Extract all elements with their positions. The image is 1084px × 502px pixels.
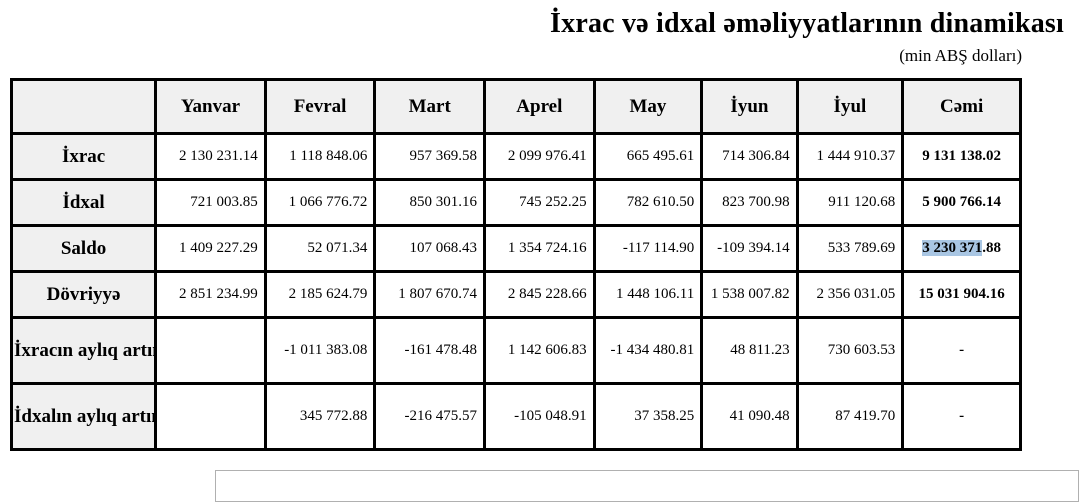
cell-value: 714 306.84 <box>700 132 799 181</box>
cell-total: - <box>901 382 1022 451</box>
cell-value: 2 851 234.99 <box>154 270 267 319</box>
cell-value: 782 610.50 <box>592 178 704 227</box>
cell-value: -161 478.48 <box>373 316 487 385</box>
page-subtitle: (min ABŞ dolları) <box>899 46 1022 65</box>
cell-value: 665 495.61 <box>592 132 704 181</box>
cell-value: 41 090.48 <box>700 382 799 451</box>
cell-value: 1 142 606.83 <box>483 316 596 385</box>
cell-total: 15 031 904.16 <box>901 270 1022 319</box>
col-header-aprel: Aprel <box>483 78 596 135</box>
cell-value <box>154 316 267 385</box>
cell-value: 1 448 106.11 <box>592 270 704 319</box>
col-header-mart: Mart <box>373 78 487 135</box>
cell-value: -1 011 383.08 <box>263 316 377 385</box>
col-header-iyul: İyul <box>795 78 905 135</box>
col-header-yanvar: Yanvar <box>154 78 267 135</box>
cell-value: -109 394.14 <box>700 224 799 273</box>
cell-value: 850 301.16 <box>373 178 487 227</box>
table-row-idxalin-ayliq-artimi: İdxalın aylıq artımı 345 772.88 -216 475… <box>9 382 1022 451</box>
cell-value: -105 048.91 <box>483 382 596 451</box>
table-row-dovriyye: Dövriyyə 2 851 234.99 2 185 624.79 1 807… <box>9 270 1022 319</box>
cell-value: 48 811.23 <box>700 316 799 385</box>
corner-cell <box>9 78 158 135</box>
row-label-idxalin-ayliq-artimi: İdxalın aylıq artımı <box>9 382 158 451</box>
cell-value: 345 772.88 <box>263 382 377 451</box>
unselected-text: .88 <box>982 240 1001 256</box>
cell-value: 1 354 724.16 <box>483 224 596 273</box>
cell-value: -216 475.57 <box>373 382 487 451</box>
col-header-may: May <box>592 78 704 135</box>
cell-value: -1 434 480.81 <box>592 316 704 385</box>
table-row-saldo: Saldo 1 409 227.29 52 071.34 107 068.43 … <box>9 224 1022 273</box>
cell-value: 2 185 624.79 <box>263 270 377 319</box>
row-label-ixracin-ayliq-artimi: İxracın aylıq artımı <box>9 316 158 385</box>
cell-value: 1 807 670.74 <box>373 270 487 319</box>
cell-value: 52 071.34 <box>263 224 377 273</box>
cell-value: 2 130 231.14 <box>154 132 267 181</box>
col-header-cemi: Cəmi <box>901 78 1022 135</box>
cell-value: 1 538 007.82 <box>700 270 799 319</box>
cell-value <box>154 382 267 451</box>
row-label-idxal: İdxal <box>9 178 158 227</box>
cell-value: 37 358.25 <box>592 382 704 451</box>
cell-total: 5 900 766.14 <box>901 178 1022 227</box>
row-label-dovriyye: Dövriyyə <box>9 270 158 319</box>
cell-value: 1 118 848.06 <box>263 132 377 181</box>
row-label-saldo: Saldo <box>9 224 158 273</box>
row-label-ixrac: İxrac <box>9 132 158 181</box>
cell-value: 911 120.68 <box>795 178 905 227</box>
cutoff-frame-below <box>215 470 1079 502</box>
cell-value: 107 068.43 <box>373 224 487 273</box>
cell-value: 1 409 227.29 <box>154 224 267 273</box>
cell-value: 2 356 031.05 <box>795 270 905 319</box>
cell-value: 823 700.98 <box>700 178 799 227</box>
cell-value: 730 603.53 <box>795 316 905 385</box>
col-header-iyun: İyun <box>700 78 799 135</box>
cell-value: 2 099 976.41 <box>483 132 596 181</box>
page-title: İxrac və idxal əməliyyatlarının dinamika… <box>550 8 1064 39</box>
cell-value: 2 845 228.66 <box>483 270 596 319</box>
dynamics-table: Yanvar Fevral Mart Aprel May İyun İyul C… <box>9 78 1022 451</box>
saldo-total-cell: 3 230 371.88 <box>901 224 1022 273</box>
cell-value: 721 003.85 <box>154 178 267 227</box>
table-row-ixrac: İxrac 2 130 231.14 1 118 848.06 957 369.… <box>9 132 1022 181</box>
cell-total: - <box>901 316 1022 385</box>
cell-value: 1 444 910.37 <box>795 132 905 181</box>
cell-value: 87 419.70 <box>795 382 905 451</box>
col-header-fevral: Fevral <box>263 78 377 135</box>
header-row: Yanvar Fevral Mart Aprel May İyun İyul C… <box>9 78 1022 135</box>
cell-value: 957 369.58 <box>373 132 487 181</box>
cell-value: -117 114.90 <box>592 224 704 273</box>
table-row-ixracin-ayliq-artimi: İxracın aylıq artımı -1 011 383.08 -161 … <box>9 316 1022 385</box>
cell-value: 1 066 776.72 <box>263 178 377 227</box>
cell-total: 9 131 138.02 <box>901 132 1022 181</box>
table-row-idxal: İdxal 721 003.85 1 066 776.72 850 301.16… <box>9 178 1022 227</box>
cell-value: 533 789.69 <box>795 224 905 273</box>
selected-text: 3 230 371 <box>922 240 983 256</box>
cell-value: 745 252.25 <box>483 178 596 227</box>
